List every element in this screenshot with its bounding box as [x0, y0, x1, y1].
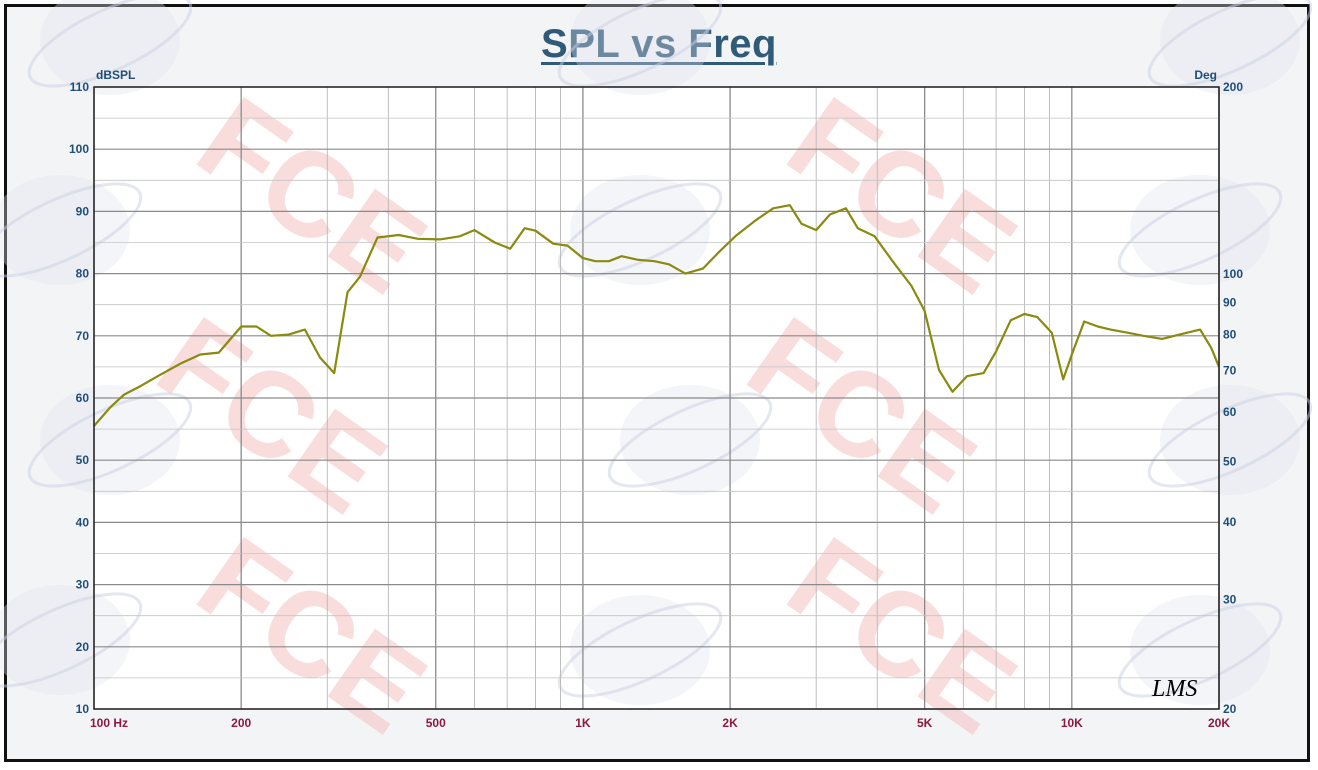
watermark-orbit: [0, 592, 143, 688]
y2-tick-label: 80: [1223, 328, 1237, 342]
y-tick-label: 100: [69, 142, 89, 156]
x-tick-label: 5K: [917, 716, 933, 730]
watermark-emblem: [620, 385, 760, 495]
y2-tick-label: 200: [1223, 80, 1243, 94]
x-tick-label: 10K: [1061, 716, 1083, 730]
grid-lines: [93, 86, 1220, 710]
watermark-orbit: [1147, 0, 1313, 88]
y-tick-label: 90: [76, 204, 90, 218]
y2-axis-unit-label: Deg: [1194, 68, 1217, 82]
watermark-orbit: [1117, 182, 1283, 278]
x-tick-label: 1K: [575, 716, 591, 730]
y2-tick-label: 50: [1223, 454, 1237, 468]
x-tick-label: 2K: [722, 716, 738, 730]
watermark-orbit: [0, 182, 143, 278]
y-tick-label: 80: [76, 267, 90, 281]
y-tick-label: 50: [76, 453, 90, 467]
y2-tick-label: 30: [1223, 592, 1237, 606]
watermark-emblem: [0, 585, 130, 695]
watermark-orbit: [607, 392, 773, 488]
watermark-orbit: [557, 0, 723, 88]
watermark-emblem: [1160, 385, 1300, 495]
y-tick-label: 40: [76, 515, 90, 529]
watermark-orbit: [1117, 602, 1283, 698]
watermark-orbit: [27, 0, 193, 88]
y-tick-label: 10: [76, 702, 90, 716]
watermark-emblem: [570, 595, 710, 705]
y2-tick-label: 60: [1223, 405, 1237, 419]
y2-tick-label: 20: [1223, 702, 1237, 716]
y-tick-label: 30: [76, 578, 90, 592]
y-tick-label: 20: [76, 640, 90, 654]
watermark-emblem: [1130, 595, 1270, 705]
watermark-emblem: [0, 175, 130, 285]
watermark-emblem: [570, 175, 710, 285]
response-curve-layer: [93, 204, 1221, 427]
x-tick-label: 20K: [1208, 716, 1230, 730]
watermark-orbit: [1147, 392, 1313, 488]
y-tick-label: 60: [76, 391, 90, 405]
tick-labels-layer: 110 100 90 80 70 60 50 40 30 20 10 200 100 90 80 70 60 50…: [69, 68, 1243, 730]
spl-curve-line: [93, 204, 1221, 427]
y-tick-label: 110: [70, 80, 90, 94]
y2-tick-label: 90: [1223, 296, 1237, 310]
watermark-emblem: [40, 385, 180, 495]
x-tick-label: 500: [426, 716, 446, 730]
x-tick-label: 200: [231, 716, 251, 730]
watermark-orbit: [27, 392, 193, 488]
y-axis-unit-label: dBSPL: [96, 68, 135, 82]
lms-logo: LMS: [1151, 676, 1197, 702]
y2-tick-label: 100: [1223, 267, 1243, 281]
y2-tick-label: 40: [1223, 515, 1237, 529]
x-tick-label: 100 Hz: [90, 716, 128, 730]
chart-title: SPL vs Freq: [541, 22, 777, 66]
plot-border: [93, 86, 1220, 710]
watermark-emblem: [1130, 175, 1270, 285]
y2-tick-label: 70: [1223, 364, 1237, 378]
axes-layer: [93, 86, 1220, 710]
y-tick-label: 70: [76, 329, 90, 343]
